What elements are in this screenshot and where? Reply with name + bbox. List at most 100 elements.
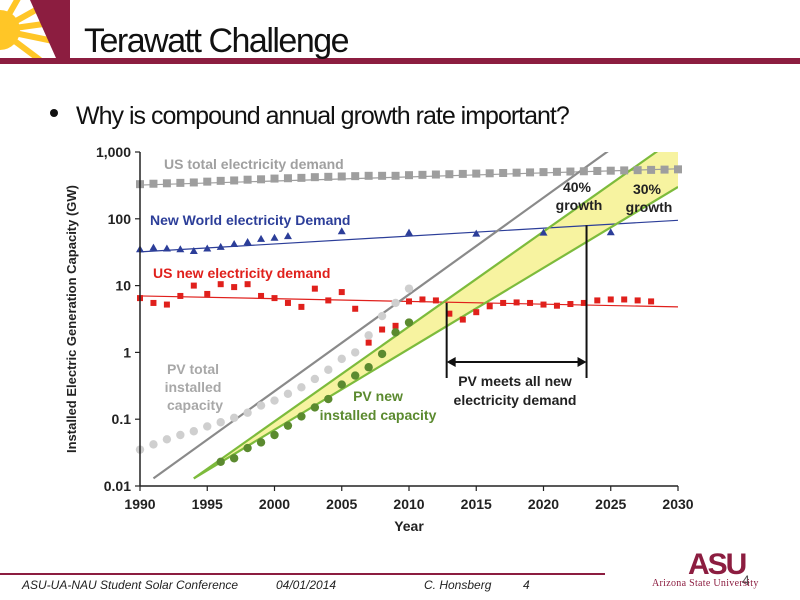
data-point	[149, 179, 158, 188]
x-tick-label: 2000	[259, 496, 290, 512]
data-point	[579, 167, 588, 176]
x-tick-label: 2010	[393, 496, 424, 512]
data-point	[257, 175, 266, 184]
data-point	[231, 284, 238, 291]
data-point	[337, 354, 346, 364]
data-point	[620, 166, 629, 175]
data-point	[364, 171, 373, 180]
data-point	[459, 316, 466, 323]
data-point	[243, 408, 252, 417]
data-point	[203, 422, 212, 431]
data-point	[258, 292, 265, 299]
label-pv-new-1: PV new	[353, 388, 403, 404]
label-new-world: New World electricity Demand	[150, 212, 350, 228]
data-point	[352, 305, 359, 312]
data-point	[540, 301, 547, 308]
data-point	[204, 290, 211, 297]
data-point	[297, 412, 306, 421]
data-point	[351, 348, 360, 357]
data-point	[405, 171, 413, 180]
data-point	[458, 169, 467, 178]
data-point	[270, 233, 279, 241]
label-us-total: US total electricity demand	[164, 156, 344, 172]
data-point	[552, 167, 561, 176]
data-point	[377, 311, 387, 321]
data-point	[486, 303, 493, 310]
data-point	[606, 166, 615, 175]
data-point	[351, 172, 360, 181]
data-point	[419, 296, 426, 303]
data-point	[162, 179, 171, 188]
bullet-dot-icon	[50, 109, 58, 118]
bullet-text: Why is compound annual growth rate impor…	[76, 102, 570, 130]
data-point	[621, 296, 628, 303]
data-point	[379, 326, 386, 333]
growth-band	[193, 152, 678, 479]
label-g40-1: 40%	[563, 179, 592, 195]
data-point	[660, 165, 669, 174]
data-point	[270, 174, 279, 183]
data-point	[310, 403, 320, 412]
y-tick-label: 1,000	[96, 144, 131, 160]
data-point	[392, 322, 399, 329]
data-point	[283, 421, 293, 430]
data-point	[189, 246, 198, 254]
asu-logo-mark: ASU	[688, 548, 747, 581]
data-point	[324, 365, 333, 374]
data-point	[216, 242, 225, 250]
label-pv-total-1: PV total	[167, 361, 219, 377]
data-point	[473, 309, 480, 316]
data-point	[176, 430, 185, 440]
asu-logo: ASU Arizona State University	[652, 548, 792, 598]
x-tick-label: 2015	[461, 496, 492, 512]
data-point	[351, 371, 360, 380]
footer-divider	[0, 573, 605, 575]
data-point	[526, 168, 535, 177]
title-bar	[0, 58, 800, 64]
data-point	[404, 318, 414, 327]
data-point	[162, 435, 172, 444]
label-pv-total-2: installed	[165, 379, 222, 395]
x-tick-label: 2025	[595, 496, 626, 512]
data-point	[243, 175, 252, 184]
data-point	[283, 389, 293, 399]
data-point	[162, 244, 171, 252]
data-point	[633, 166, 642, 175]
data-point	[190, 282, 197, 289]
data-point	[606, 228, 615, 236]
y-tick-label: 100	[108, 211, 132, 227]
data-point	[257, 234, 266, 242]
data-point	[648, 298, 655, 305]
y-tick-label: 10	[115, 278, 131, 294]
data-point	[217, 281, 224, 288]
data-point	[365, 339, 372, 346]
data-point	[256, 438, 266, 447]
data-point	[149, 243, 158, 251]
data-point	[527, 299, 534, 306]
footer-page: 4	[523, 578, 530, 592]
data-point	[229, 413, 239, 422]
data-point	[364, 331, 373, 340]
y-tick-label: 1	[123, 344, 131, 360]
data-point	[150, 299, 157, 306]
data-point	[230, 239, 239, 247]
data-point	[297, 173, 306, 182]
data-point	[472, 229, 481, 237]
data-point	[271, 295, 278, 302]
label-g30-1: 30%	[633, 181, 662, 197]
trend-line	[193, 152, 659, 480]
data-point	[539, 168, 548, 177]
data-point	[337, 227, 346, 235]
data-point	[377, 349, 387, 359]
data-point	[176, 245, 185, 253]
label-g40-2: growth	[556, 197, 603, 213]
data-point	[647, 165, 656, 174]
label-g30-2: growth	[626, 199, 673, 215]
data-point	[378, 171, 387, 180]
data-point	[216, 418, 225, 427]
data-point	[298, 303, 305, 310]
data-point	[256, 401, 266, 410]
data-point	[189, 178, 198, 187]
trend-line	[140, 219, 678, 253]
data-point	[216, 176, 225, 185]
